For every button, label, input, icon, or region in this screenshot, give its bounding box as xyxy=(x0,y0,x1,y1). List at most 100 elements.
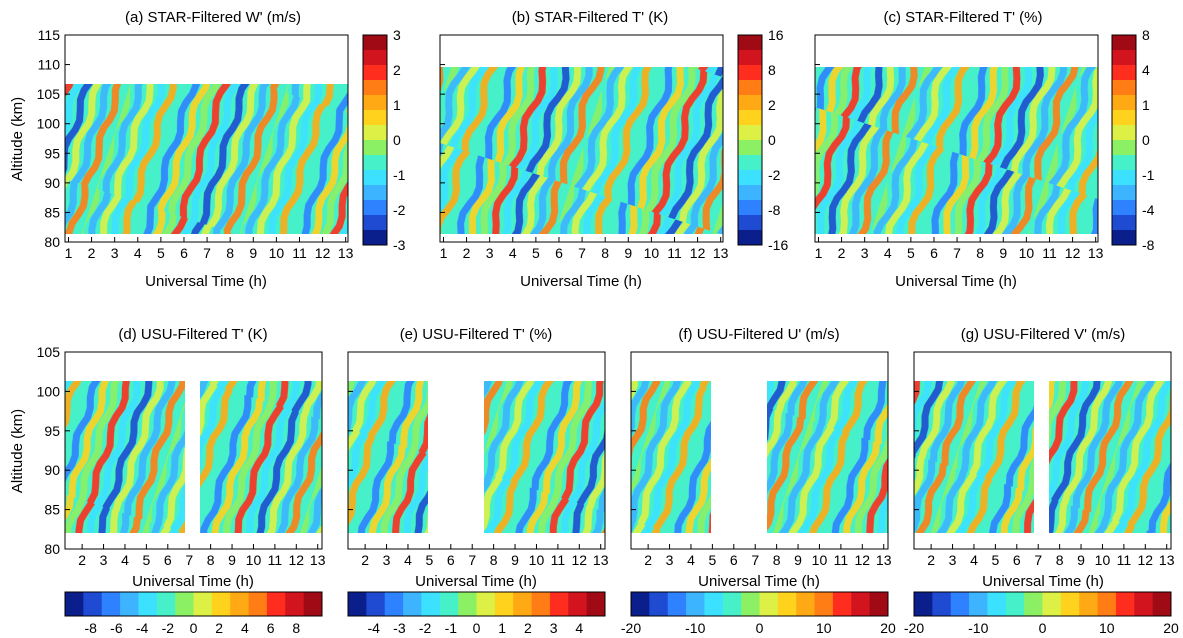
x-tick-label: 13 xyxy=(713,245,729,261)
y-tick-label: 90 xyxy=(44,462,60,478)
x-tick-label: 9 xyxy=(1077,552,1085,568)
y-tick-label: 100 xyxy=(37,383,61,399)
panel-f-title: (f) USU-Filtered U' (m/s) xyxy=(678,326,839,343)
colorbar-swatch xyxy=(759,592,779,616)
colorbar-swatch xyxy=(384,592,404,616)
colorbar-swatch xyxy=(738,65,762,81)
colorbar-swatch xyxy=(83,592,103,616)
colorbar-tick-label: 20 xyxy=(1163,620,1179,636)
x-tick-label: 6 xyxy=(930,245,938,261)
colorbar-frame xyxy=(630,591,889,617)
colorbar-swatch xyxy=(1112,80,1136,96)
x-tick-label: 11 xyxy=(292,245,307,261)
x-tick-label: 9 xyxy=(794,552,802,568)
x-tick-label: 10 xyxy=(246,552,262,568)
panel-e-y-tickmarks xyxy=(348,351,353,550)
x-tick-label: 11 xyxy=(667,245,682,261)
colorbar-swatch xyxy=(796,592,815,616)
colorbar-tick-label: -3 xyxy=(393,620,406,636)
colorbar-swatch xyxy=(138,592,158,616)
colorbar-swatch xyxy=(738,50,762,66)
panel-e-colorbar: -4 -3 -2 -1 0 1 2 3 4 xyxy=(347,591,606,636)
colorbar-swatch xyxy=(348,592,367,616)
panel-d-colorbar: -8 -6 -4 -2 0 2 4 6 8 xyxy=(64,591,323,636)
colorbar-swatch xyxy=(1112,50,1136,66)
colorbar-swatch xyxy=(1112,125,1136,141)
colorbar-swatch xyxy=(266,592,286,616)
panel-d-ylabel: Altitude (km) xyxy=(9,409,26,493)
panel-c: (c) STAR-Filtered T' (%) 1 2 3 4 5 6 7 8 9 10 11 12… xyxy=(814,9,1155,290)
panel-b-xlabel: Universal Time (h) xyxy=(520,273,642,290)
x-tick-label: 13 xyxy=(310,552,326,568)
colorbar-tick-label: 0 xyxy=(190,620,198,636)
panel-g-heatmap-left xyxy=(914,381,1034,533)
x-tick-label: 10 xyxy=(1019,245,1035,261)
panel-d-y-ticks: 80 85 90 95 100 105 xyxy=(37,344,70,557)
panel-c-xlabel: Universal Time (h) xyxy=(895,273,1017,290)
colorbar-swatch xyxy=(65,592,84,616)
colorbar-frame xyxy=(64,591,323,617)
colorbar-swatch xyxy=(741,592,760,616)
x-tick-label: 12 xyxy=(315,245,331,261)
panel-a-colorbar: 3 2 1 0 -1 -2 -3 xyxy=(362,27,406,253)
panel-d-xlabel: Universal Time (h) xyxy=(132,573,254,590)
y-tick-label: 105 xyxy=(37,86,61,102)
colorbar-swatch xyxy=(738,170,762,186)
x-tick-label: 11 xyxy=(268,552,283,568)
panel-b-axes-frame xyxy=(439,34,724,243)
x-tick-label: 10 xyxy=(269,245,285,261)
colorbar-swatch xyxy=(1112,140,1136,156)
x-tick-label: 2 xyxy=(644,552,652,568)
colorbar-swatch xyxy=(248,592,268,616)
colorbar-swatch xyxy=(363,110,387,126)
colorbar-swatch xyxy=(969,592,988,616)
colorbar-swatch xyxy=(363,65,387,81)
colorbar-swatch xyxy=(851,592,871,616)
x-tick-label: 3 xyxy=(666,552,674,568)
colorbar-swatch xyxy=(363,140,387,156)
x-tick-label: 3 xyxy=(861,245,869,261)
colorbar-tick-label: 8 xyxy=(1142,27,1150,43)
panel-d-axes-frame xyxy=(64,351,323,550)
colorbar-tick-label: 10 xyxy=(816,620,832,636)
panel-g-axes-frame xyxy=(913,351,1172,550)
colorbar-tick-label: -10 xyxy=(968,620,988,636)
colorbar-tick-label: -8 xyxy=(84,620,97,636)
x-tick-label: 5 xyxy=(708,552,716,568)
panel-b: (b) STAR-Filtered T' (K) 1 2 3 4 5 6 7 8 9 10 11 12… xyxy=(439,9,788,290)
panel-d: (d) USU-Filtered T' (K) 2 3 4 5 6 7 8 9 10 11 12 13… xyxy=(9,326,326,636)
panel-a-heatmap xyxy=(65,84,348,234)
colorbar-tick-label: 10 xyxy=(1099,620,1115,636)
x-tick-label: 2 xyxy=(927,552,935,568)
panel-b-colorbar: 16 8 2 0 -2 -8 -16 xyxy=(737,27,788,253)
colorbar-tick-label: -1 xyxy=(445,620,458,636)
colorbar-swatch xyxy=(1115,592,1135,616)
colorbar-swatch xyxy=(738,185,762,201)
y-tick-label: 110 xyxy=(38,57,61,73)
x-tick-label: 12 xyxy=(572,552,588,568)
y-tick-label: 85 xyxy=(44,502,60,518)
x-tick-label: 6 xyxy=(164,552,172,568)
x-tick-label: 6 xyxy=(730,552,738,568)
panel-c-title: (c) STAR-Filtered T' (%) xyxy=(884,9,1043,26)
x-tick-label: 7 xyxy=(953,245,961,261)
colorbar-swatch xyxy=(439,592,459,616)
x-tick-label: 8 xyxy=(773,552,781,568)
colorbar-swatch xyxy=(1112,65,1136,81)
panel-a-axes-frame xyxy=(64,34,349,243)
colorbar-tick-label: -10 xyxy=(685,620,705,636)
colorbar-swatch xyxy=(814,592,834,616)
colorbar-tick-label: -16 xyxy=(768,237,788,253)
colorbar-swatch xyxy=(1112,155,1136,171)
colorbar-tick-label: 4 xyxy=(1142,62,1150,78)
colorbar-frame xyxy=(1111,34,1137,246)
x-tick-label: 10 xyxy=(812,552,828,568)
colorbar-swatch xyxy=(704,592,724,616)
x-tick-label: 7 xyxy=(578,245,586,261)
panel-e-axes-frame xyxy=(347,351,606,550)
colorbar-swatch xyxy=(363,50,387,66)
colorbar-swatch xyxy=(738,200,762,216)
panel-g-xlabel: Universal Time (h) xyxy=(982,573,1104,590)
colorbar-swatch xyxy=(950,592,970,616)
colorbar-tick-label: 6 xyxy=(267,620,275,636)
